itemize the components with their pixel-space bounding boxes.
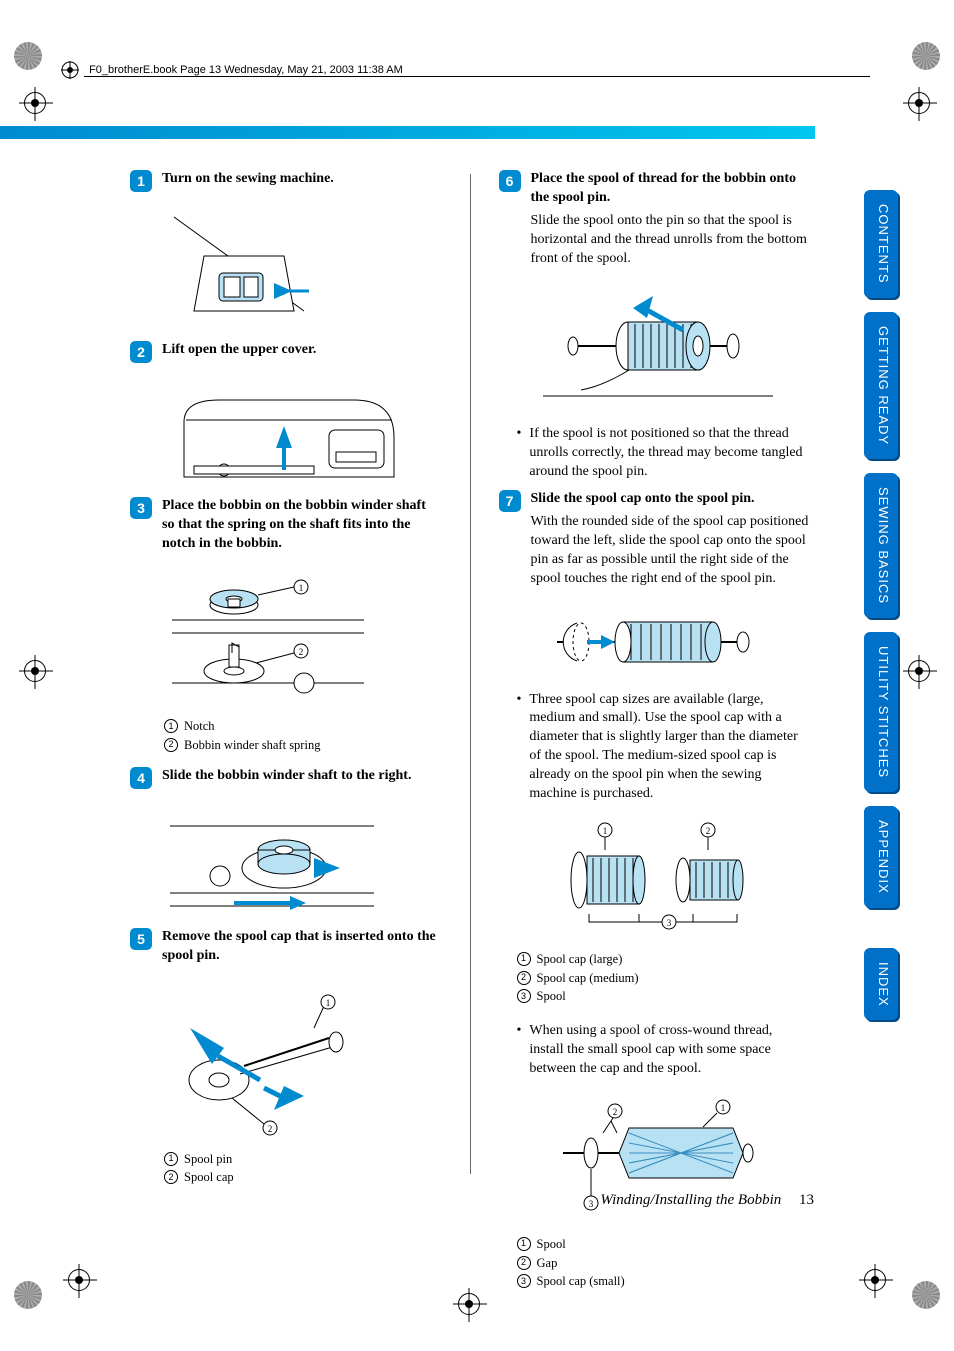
step-7: 7 Slide the spool cap onto the spool pin… xyxy=(499,490,811,588)
crop-target xyxy=(24,660,46,682)
tab-sewing-basics[interactable]: SEWING BASICS xyxy=(864,473,898,618)
crop-target xyxy=(68,1269,90,1291)
legend-text: Gap xyxy=(537,1254,558,1273)
column-divider xyxy=(470,174,471,1174)
tab-utility-stitches[interactable]: UTILITY STITCHES xyxy=(864,632,898,792)
step-title: Place the spool of thread for the bobbin… xyxy=(531,170,811,208)
svg-text:3: 3 xyxy=(666,918,671,928)
step-number: 4 xyxy=(130,767,152,789)
footer-title: Winding/Installing the Bobbin xyxy=(600,1192,781,1208)
page-number: 13 xyxy=(799,1192,814,1208)
step-title: Slide the bobbin winder shaft to the rig… xyxy=(162,767,442,786)
figure-open-cover xyxy=(164,382,442,487)
page-content: 1 Turn on the sewing machine. 2 Lift ope… xyxy=(130,170,810,1241)
tab-appendix[interactable]: APPENDIX xyxy=(864,806,898,908)
figure-spool-cap xyxy=(533,607,811,677)
legend-text: Spool cap (medium) xyxy=(537,969,639,988)
legend-text: Spool cap xyxy=(184,1168,234,1187)
figure-legend: 1Spool pin 2Spool cap xyxy=(164,1150,442,1188)
step-title: Place the bobbin on the bobbin winder sh… xyxy=(162,497,442,554)
step-5: 5 Remove the spool cap that is inserted … xyxy=(130,928,442,970)
step-6: 6 Place the spool of thread for the bobb… xyxy=(499,170,811,268)
legend-text: Spool pin xyxy=(184,1150,232,1169)
step-note: If the spool is not positioned so that t… xyxy=(517,425,811,482)
step-title: Remove the spool cap that is inserted on… xyxy=(162,928,442,966)
tab-index[interactable]: INDEX xyxy=(864,948,898,1021)
section-tabs: CONTENTS GETTING READY SEWING BASICS UTI… xyxy=(864,190,898,1020)
crop-header-text: F0_brotherE.book Page 13 Wednesday, May … xyxy=(89,64,403,76)
step-1: 1 Turn on the sewing machine. xyxy=(130,170,442,193)
figure-legend: 1Spool cap (large) 2Spool cap (medium) 3… xyxy=(517,950,811,1006)
figure-spool-sizes: 1 2 3 xyxy=(533,818,811,938)
legend-text: Spool xyxy=(537,1235,566,1254)
step-note: Three spool cap sizes are available (lar… xyxy=(517,691,811,804)
left-column: 1 Turn on the sewing machine. 2 Lift ope… xyxy=(130,170,442,1241)
crop-ornament xyxy=(912,1281,940,1309)
figure-legend: 1Notch 2Bobbin winder shaft spring xyxy=(164,717,442,755)
step-3: 3 Place the bobbin on the bobbin winder … xyxy=(130,497,442,558)
tab-contents[interactable]: CONTENTS xyxy=(864,190,898,298)
crop-target xyxy=(908,660,930,682)
figure-spool-on-pin xyxy=(533,286,811,411)
svg-text:2: 2 xyxy=(705,826,710,836)
step-number: 6 xyxy=(499,170,521,192)
legend-text: Spool cap (small) xyxy=(537,1272,625,1291)
crop-header: F0_brotherE.book Page 13 Wednesday, May … xyxy=(60,60,894,80)
right-column: 6 Place the spool of thread for the bobb… xyxy=(499,170,811,1241)
figure-slide-shaft xyxy=(164,808,442,918)
crop-target xyxy=(908,92,930,114)
figure-legend: 1Spool 2Gap 3Spool cap (small) xyxy=(517,1235,811,1291)
legend-text: Spool cap (large) xyxy=(537,950,623,969)
crop-target xyxy=(458,1293,480,1315)
svg-text:1: 1 xyxy=(720,1103,725,1113)
figure-remove-spool-cap: 1 2 xyxy=(164,988,442,1138)
crop-ornament xyxy=(912,42,940,70)
svg-text:2: 2 xyxy=(612,1107,617,1117)
step-description: With the rounded side of the spool cap p… xyxy=(531,513,811,589)
svg-text:1: 1 xyxy=(602,826,607,836)
step-number: 3 xyxy=(130,497,152,519)
step-note: When using a spool of cross-wound thread… xyxy=(517,1022,811,1079)
step-4: 4 Slide the bobbin winder shaft to the r… xyxy=(130,767,442,790)
crop-target xyxy=(864,1269,886,1291)
step-number: 2 xyxy=(130,341,152,363)
svg-text:2: 2 xyxy=(268,1124,273,1134)
svg-text:1: 1 xyxy=(326,998,331,1008)
page-footer: Winding/Installing the Bobbin 13 xyxy=(600,1192,814,1209)
svg-text:2: 2 xyxy=(299,647,304,657)
step-title: Lift open the upper cover. xyxy=(162,341,442,360)
crop-ornament xyxy=(14,1281,42,1309)
step-title: Turn on the sewing machine. xyxy=(162,170,442,189)
figure-power-switch xyxy=(164,211,442,331)
svg-text:3: 3 xyxy=(588,1199,593,1209)
step-2: 2 Lift open the upper cover. xyxy=(130,341,442,364)
crop-target xyxy=(24,92,46,114)
step-number: 1 xyxy=(130,170,152,192)
step-number: 7 xyxy=(499,490,521,512)
figure-bobbin-winder: 1 2 xyxy=(164,575,442,705)
svg-text:1: 1 xyxy=(299,583,304,593)
page-accent-bar xyxy=(0,126,815,139)
tab-getting-ready[interactable]: GETTING READY xyxy=(864,312,898,459)
step-number: 5 xyxy=(130,928,152,950)
step-title: Slide the spool cap onto the spool pin. xyxy=(531,490,811,509)
legend-text: Bobbin winder shaft spring xyxy=(184,736,320,755)
step-description: Slide the spool onto the pin so that the… xyxy=(531,212,811,269)
header-rule xyxy=(84,76,870,77)
legend-text: Notch xyxy=(184,717,215,736)
crop-ornament xyxy=(14,42,42,70)
legend-text: Spool xyxy=(537,987,566,1006)
